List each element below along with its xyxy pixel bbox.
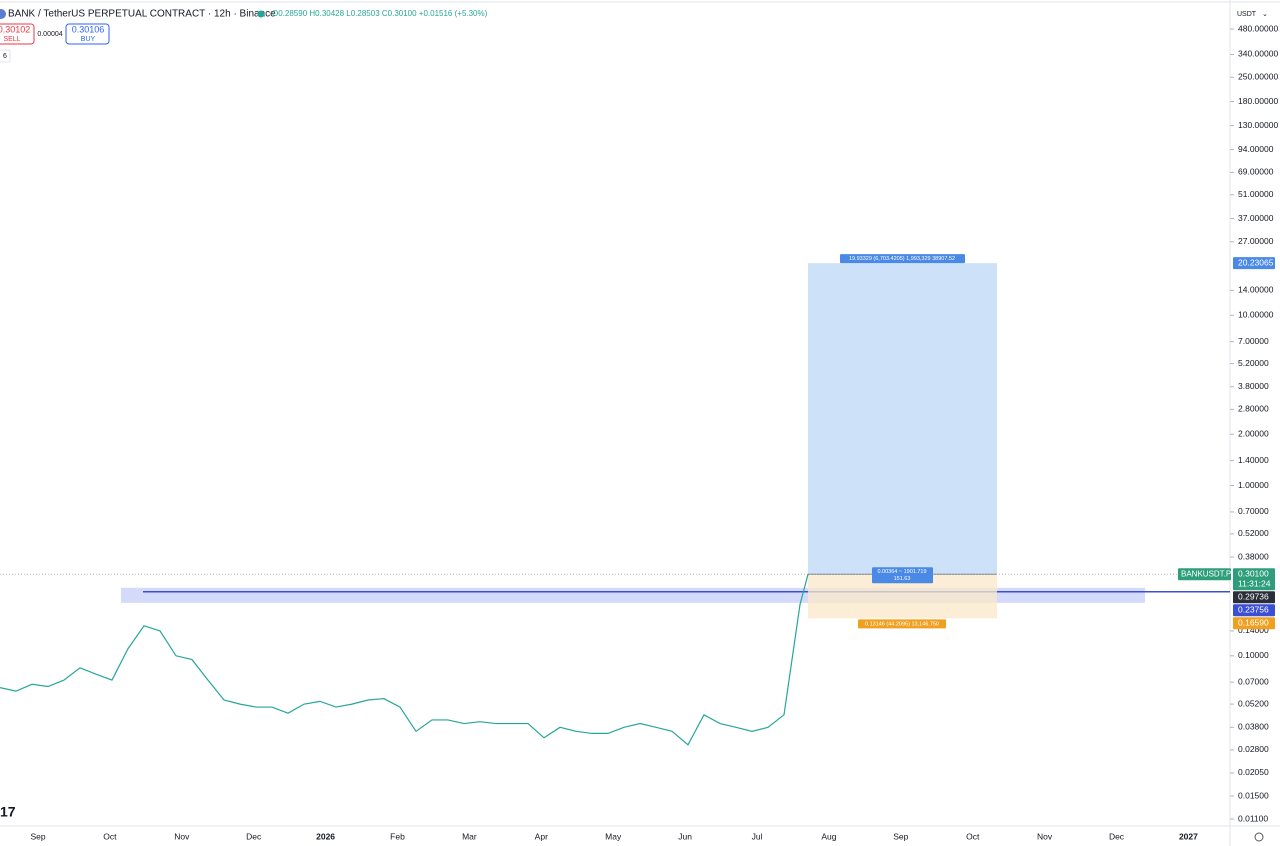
- indicator-toggle[interactable]: [0, 49, 11, 63]
- entry-label: 0.00364 ~ 1901.719: [877, 569, 926, 575]
- price-label-box: [1233, 604, 1275, 617]
- currency[interactable]: USDT: [1237, 11, 1257, 18]
- sell-price: 0.30102: [0, 24, 30, 34]
- x-tick-label: Dec: [246, 831, 262, 841]
- target-label-box: [840, 254, 965, 264]
- price-label: 20.23065: [1238, 257, 1274, 267]
- stop-label-box: [858, 619, 946, 629]
- target-zone: [808, 263, 997, 575]
- x-tick-label: Feb: [390, 831, 405, 841]
- y-tick-label: 5.20000: [1238, 358, 1269, 368]
- y-tick-label: 51.00000: [1238, 189, 1274, 199]
- x-tick-label: Mar: [462, 831, 477, 841]
- ticker-label-box: [1178, 568, 1231, 581]
- price-label: 0.29736: [1238, 592, 1269, 602]
- y-tick-label: 0.01100: [1238, 813, 1268, 823]
- symbol-title: BANK / TetherUS PERPETUAL CONTRACT · 12h…: [8, 9, 276, 20]
- buy-button[interactable]: [65, 23, 110, 45]
- y-tick-label: 0.70000: [1238, 506, 1269, 516]
- y-tick-label: 2.00000: [1238, 429, 1269, 439]
- y-tick-label: 480.00000: [1238, 23, 1278, 33]
- ohlc: O0.28590 H0.30428 L0.28503 C0.30100 +0.0…: [272, 9, 488, 18]
- price-label: 0.16590: [1238, 618, 1269, 628]
- entry-label-box: [872, 567, 933, 584]
- y-tick-label: 0.38000: [1238, 551, 1269, 561]
- x-tick-label: Nov: [174, 831, 190, 841]
- buy-price: 0.30106: [72, 24, 105, 34]
- x-tick-label: 2027: [1179, 831, 1198, 841]
- y-tick-label: 130.00000: [1238, 120, 1278, 130]
- settings-icon[interactable]: [1254, 832, 1264, 842]
- y-tick-label: 0.02050: [1238, 767, 1269, 777]
- sell-label: SELL: [3, 36, 20, 43]
- y-tick-label: 0.05200: [1238, 698, 1269, 708]
- entry-label-2: 151.63: [894, 576, 911, 582]
- x-tick-label: Sep: [30, 831, 45, 841]
- spread: 0.00004: [37, 31, 62, 38]
- y-tick-label: 1.00000: [1238, 480, 1269, 490]
- stop-label: 0.13146 (44.2095) 13,146.750: [865, 621, 939, 627]
- y-tick-label: 250.00000: [1238, 71, 1278, 81]
- y-tick-label: 27.00000: [1238, 236, 1274, 246]
- currency-caret: ⌄: [1262, 11, 1268, 18]
- price-label: 0.30100: [1238, 569, 1269, 579]
- y-tick-label: 0.03800: [1238, 722, 1269, 732]
- y-tick-label: 7.00000: [1238, 336, 1269, 346]
- price-label-box: [1233, 591, 1275, 604]
- y-tick-label: 340.00000: [1238, 49, 1278, 59]
- y-tick-label: 69.00000: [1238, 167, 1274, 177]
- y-tick-label: 2.80000: [1238, 404, 1269, 414]
- buy-label: BUY: [81, 36, 96, 43]
- y-tick-label: 0.52000: [1238, 528, 1269, 538]
- y-tick-label: 0.07000: [1238, 676, 1269, 686]
- symbol-icon: [0, 9, 6, 19]
- price-label-box: [1233, 257, 1275, 270]
- countdown: 11:31:24: [1238, 579, 1271, 589]
- y-tick-label: 180.00000: [1238, 96, 1278, 106]
- y-tick-label: 0.14000: [1238, 625, 1269, 635]
- x-tick-label: Jun: [678, 831, 692, 841]
- price-label: 0.23756: [1238, 605, 1269, 615]
- y-tick-label: 0.01500: [1238, 790, 1269, 800]
- price-line: [0, 574, 809, 746]
- logo: 17: [0, 804, 16, 820]
- x-tick-label: 2026: [316, 831, 335, 841]
- y-tick-label: 1.40000: [1238, 455, 1269, 465]
- price-label-box: [1233, 617, 1275, 630]
- indicator-count: 6: [3, 53, 7, 60]
- x-tick-label: Oct: [103, 831, 117, 841]
- target-label: 19.93329 (6,703.4205) 1,993,329 38907.52: [849, 256, 955, 262]
- x-tick-label: Nov: [1037, 831, 1053, 841]
- ticker-label: BANKUSDT.P: [1181, 569, 1231, 578]
- sell-button[interactable]: [0, 23, 35, 45]
- status-dot: [257, 10, 265, 18]
- x-tick-label: Aug: [821, 831, 836, 841]
- y-tick-label: 14.00000: [1238, 285, 1274, 295]
- y-tick-label: 37.00000: [1238, 213, 1274, 223]
- x-tick-label: May: [605, 831, 622, 841]
- x-tick-label: Oct: [966, 831, 980, 841]
- y-tick-label: 0.02800: [1238, 744, 1269, 754]
- x-tick-label: Sep: [893, 831, 908, 841]
- x-tick-label: Apr: [535, 831, 548, 841]
- y-tick-label: 10.00000: [1238, 310, 1274, 320]
- x-tick-label: Jul: [752, 831, 763, 841]
- price-label-box: [1233, 568, 1275, 591]
- x-tick-label: Dec: [1109, 831, 1125, 841]
- y-tick-label: 94.00000: [1238, 144, 1274, 154]
- y-tick-label: 0.10000: [1238, 650, 1269, 660]
- y-tick-label: 3.80000: [1238, 381, 1269, 391]
